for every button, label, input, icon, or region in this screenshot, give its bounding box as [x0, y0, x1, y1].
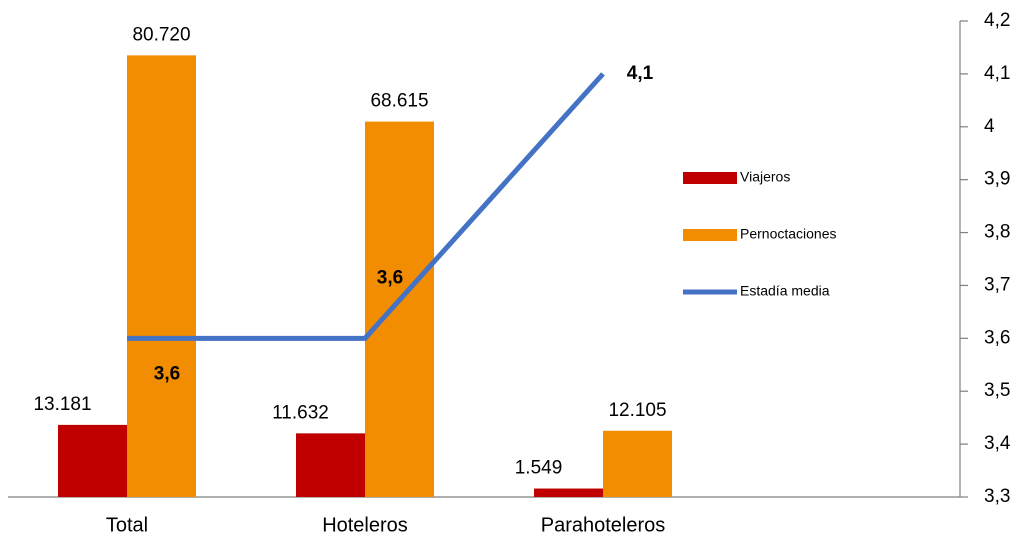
y2-tick-label: 3,8	[984, 222, 1010, 243]
legend-label: Pernoctaciones	[740, 226, 837, 242]
legend-label: Viajeros	[740, 169, 790, 185]
bar-value-label: 11.632	[272, 402, 329, 423]
legend-swatch	[683, 172, 737, 184]
bar	[127, 55, 196, 498]
legend-label: Estadía media	[740, 283, 830, 299]
line-value-label: 3,6	[154, 363, 180, 384]
bar-value-label: 1.549	[515, 458, 563, 479]
line-value-label: 3,6	[377, 267, 403, 288]
y2-tick-label: 3,7	[984, 274, 1010, 295]
y2-tick-label: 4,2	[984, 10, 1010, 31]
y2-tick-label: 3,9	[984, 169, 1010, 190]
x-tick-label: Total	[106, 514, 148, 536]
bar	[534, 488, 603, 497]
y2-tick-label: 3,6	[984, 327, 1010, 348]
y2-tick-label: 4	[984, 116, 995, 137]
x-tick-label: Hoteleros	[322, 514, 408, 536]
y2-tick-label: 3,5	[984, 380, 1010, 401]
line-value-label: 4,1	[627, 63, 654, 84]
bar-value-label: 68.615	[370, 91, 428, 112]
bar	[603, 430, 672, 497]
bar-value-label: 13.181	[33, 394, 91, 415]
line	[127, 72, 605, 341]
bar-value-label: 12.105	[608, 400, 666, 421]
bar	[58, 424, 127, 497]
y2-tick-label: 3,3	[984, 486, 1010, 507]
bar	[296, 433, 365, 497]
legend-swatch	[683, 229, 737, 241]
x-tick-label: Parahoteleros	[541, 514, 666, 536]
bar-value-label: 80.720	[132, 24, 190, 45]
y2-tick-label: 4,1	[984, 63, 1010, 84]
y2-tick-label: 3,4	[984, 433, 1011, 454]
bar	[365, 121, 434, 497]
